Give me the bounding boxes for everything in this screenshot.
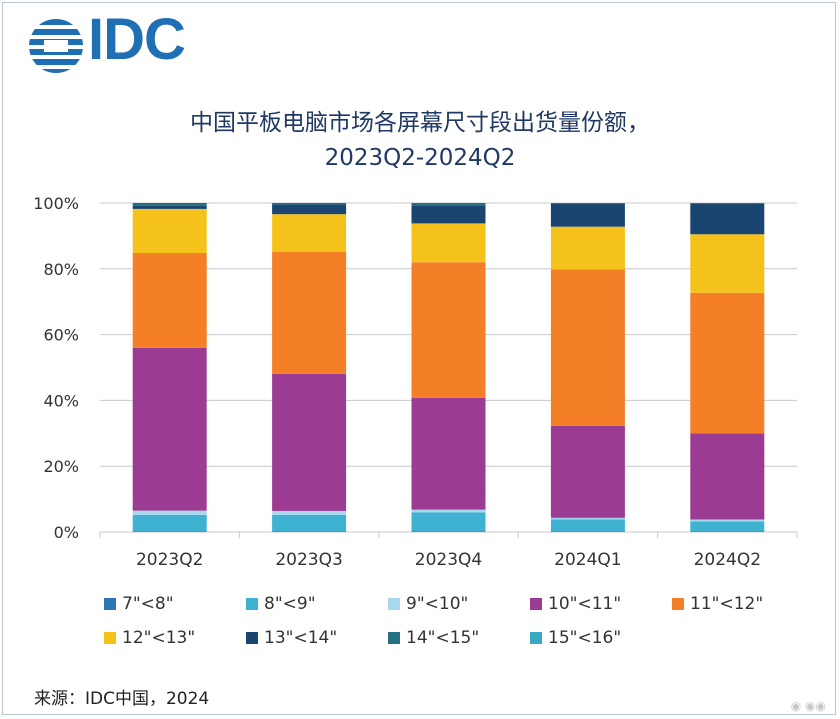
bar-segment — [132, 347, 207, 511]
legend-item: 15"<16" — [530, 628, 672, 648]
bar-segment — [550, 203, 625, 227]
watermark: ◉ ◉◉ — [790, 699, 826, 713]
chart-title-line1: 中国平板电脑市场各屏幕尺寸段出货量份额， — [190, 110, 650, 136]
bar-segment — [411, 223, 486, 263]
legend-label: 13"<14" — [264, 628, 338, 648]
idc-logo-icon — [29, 19, 83, 73]
legend-label: 8"<9" — [264, 594, 316, 614]
legend-swatch — [246, 632, 258, 644]
idc-logo-text: IDC — [88, 7, 186, 72]
x-tick-label: 2024Q1 — [554, 550, 621, 570]
y-tick-label: 60% — [43, 326, 79, 345]
y-tick-label: 80% — [43, 260, 79, 279]
legend-swatch — [104, 598, 116, 610]
bar-segment — [132, 205, 207, 209]
bar-segment — [272, 510, 347, 515]
bar-segment — [132, 514, 207, 532]
legend-label: 7"<8" — [122, 594, 174, 614]
bar-segment — [550, 203, 625, 204]
legend-swatch — [104, 632, 116, 644]
legend-label: 15"<16" — [548, 628, 622, 648]
bar-segment — [550, 519, 625, 532]
bar-segment — [690, 521, 765, 532]
legend-item: 12"<13" — [104, 628, 246, 648]
bar-segment — [411, 397, 486, 510]
x-tick-label: 2023Q3 — [275, 550, 342, 570]
legend-swatch — [388, 598, 400, 610]
y-tick-label: 40% — [43, 391, 79, 410]
bar-segment — [550, 517, 625, 520]
chart-title-line2: 2023Q2-2024Q2 — [324, 145, 516, 171]
bar-segment — [690, 234, 765, 293]
legend-item: 14"<15" — [388, 628, 530, 648]
legend-item: 13"<14" — [246, 628, 388, 648]
legend-item: 7"<8" — [104, 594, 246, 614]
bar-segment — [272, 373, 347, 511]
bar-segment — [272, 531, 347, 532]
bar-segment — [132, 253, 207, 348]
bar-segment — [550, 269, 625, 426]
bar-segment — [272, 514, 347, 532]
bar-segment — [690, 433, 765, 520]
y-tick-label: 0% — [54, 523, 79, 542]
legend-item: 10"<11" — [530, 594, 672, 614]
bar-segment — [132, 531, 207, 532]
bar-segment — [411, 509, 486, 513]
bar-segment — [132, 510, 207, 515]
x-tick-label: 2023Q4 — [415, 550, 482, 570]
legend-swatch — [530, 632, 542, 644]
bar-segment — [272, 214, 347, 253]
bar-segment — [272, 204, 347, 215]
legend-swatch — [246, 598, 258, 610]
bar-segment — [550, 531, 625, 532]
legend-swatch — [388, 632, 400, 644]
bar-segment — [690, 519, 765, 522]
y-tick-label: 20% — [43, 457, 79, 476]
bar-segment — [411, 205, 486, 224]
legend-label: 14"<15" — [406, 628, 480, 648]
bar-segment — [550, 226, 625, 270]
bar-segment — [690, 292, 765, 434]
legend-label: 11"<12" — [690, 594, 764, 614]
bar-segment — [690, 203, 765, 204]
legend-swatch — [672, 598, 684, 610]
source-note: 来源：IDC中国，2024 — [34, 689, 210, 709]
bar-segment — [411, 512, 486, 532]
bar-segment — [550, 425, 625, 518]
bar-segment — [411, 531, 486, 532]
x-tick-label: 2024Q2 — [694, 550, 761, 570]
legend-item: 9"<10" — [388, 594, 530, 614]
legend-label: 9"<10" — [406, 594, 469, 614]
bar-segment — [690, 531, 765, 532]
bar-segment — [690, 203, 765, 235]
y-tick-label: 100% — [33, 194, 79, 213]
legend-item: 8"<9" — [246, 594, 388, 614]
x-tick-label: 2023Q2 — [136, 550, 203, 570]
bar-segment — [411, 262, 486, 398]
bar-segment — [132, 203, 207, 206]
bar-segment — [272, 252, 347, 374]
chart-legend: 7"<8" 8"<9" 9"<10" 10"<11" 11"<12" 12"<13" 13"… — [104, 594, 804, 648]
legend-swatch — [530, 598, 542, 610]
legend-label: 12"<13" — [122, 628, 196, 648]
legend-label: 10"<11" — [548, 594, 622, 614]
bar-segment — [132, 208, 207, 254]
bar-segment — [411, 203, 486, 206]
bar-segment — [272, 203, 347, 205]
legend-item: 11"<12" — [672, 594, 814, 614]
